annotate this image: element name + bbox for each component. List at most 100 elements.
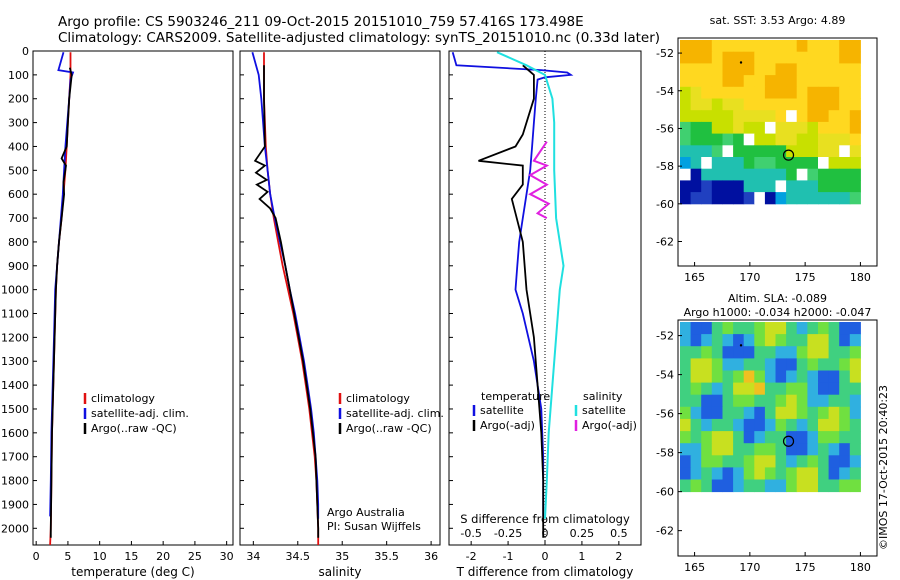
sst-field-cell xyxy=(711,168,723,181)
sst-field-cell xyxy=(754,180,766,193)
x-tick-label: -1 xyxy=(503,550,514,563)
sla-field-cell xyxy=(722,358,734,371)
sla-field-cell xyxy=(701,406,713,420)
sst-field-cell xyxy=(680,145,692,158)
sla-field-cell xyxy=(722,455,734,468)
sla-field-cell xyxy=(807,358,819,371)
sst-map-frame xyxy=(677,37,878,267)
sst-field-cell xyxy=(701,86,713,99)
y-tick-label: 500 xyxy=(8,164,29,177)
sst-field-cell xyxy=(796,180,808,193)
sst-field-cell xyxy=(786,110,798,123)
sst-field-cell xyxy=(701,110,713,123)
sla-field-cell xyxy=(849,443,861,456)
sst-field-cell xyxy=(796,168,808,181)
sst-field-cell xyxy=(754,63,766,76)
sla-field-cell xyxy=(796,382,808,396)
sla-field-cell xyxy=(743,479,755,493)
sst-field-cell xyxy=(786,63,798,76)
sla-field-cell xyxy=(754,455,766,468)
top-x-tick-label: 0.25 xyxy=(570,527,595,540)
sst-field-cell xyxy=(722,51,734,64)
sst-field-cell xyxy=(828,180,840,193)
sst-field-cell xyxy=(690,75,702,88)
sla-field-cell xyxy=(754,358,766,371)
map-y-tick-label: -52 xyxy=(656,330,674,343)
sst-field-cell xyxy=(680,133,692,146)
sst-field-cell xyxy=(775,86,787,99)
sst-field-cell xyxy=(743,192,755,205)
sla-field-cell xyxy=(796,443,808,456)
sla-field-cell xyxy=(743,455,755,468)
sla-field-cell xyxy=(818,346,830,359)
sst-field-cell xyxy=(754,157,766,170)
sla-field-cell xyxy=(722,406,734,420)
sst-field-cell xyxy=(828,168,840,181)
sla-field-cell xyxy=(764,346,776,359)
sla-field-cell xyxy=(839,346,851,359)
sla-field-cell xyxy=(733,346,745,359)
sst-field-cell xyxy=(711,121,723,135)
sla-field-cell xyxy=(807,322,819,335)
sla-field-cell xyxy=(818,358,830,371)
sla-field-cell xyxy=(743,443,755,456)
sla-field-cell xyxy=(701,418,713,432)
sst-field-cell xyxy=(733,180,745,193)
sst-field-cell xyxy=(839,63,851,76)
sla-field-cell xyxy=(764,334,776,347)
sla-field-cell xyxy=(775,443,787,456)
sst-field-cell xyxy=(764,63,776,76)
sla-field-cell xyxy=(680,394,692,408)
sla-field-cell xyxy=(701,370,713,384)
sla-field-cell xyxy=(743,370,755,384)
legend-entry: Argo(-adj) xyxy=(582,419,637,432)
sla-field-cell xyxy=(733,358,745,371)
sla-field-cell xyxy=(733,467,745,480)
sla-field-cell xyxy=(764,382,776,396)
annotation-argo-australia: Argo Australia xyxy=(327,506,405,519)
sst-field-cell xyxy=(764,180,776,193)
y-tick-label: 1900 xyxy=(1,498,29,511)
sla-field-cell xyxy=(764,467,776,480)
sla-field-cell xyxy=(807,443,819,456)
sla-field-cell xyxy=(701,394,713,408)
sst-field-cell xyxy=(775,192,787,205)
sla-field-cell xyxy=(849,382,861,396)
sla-field-cell xyxy=(680,322,692,335)
sst-field-cell xyxy=(807,133,819,146)
sla-field-cell xyxy=(828,382,840,396)
sla-field-cell xyxy=(711,443,723,456)
sst-field-cell xyxy=(818,157,830,170)
sla-field-cell xyxy=(839,479,851,493)
sst-field xyxy=(680,40,861,205)
sst-field-cell xyxy=(796,63,808,76)
sla-field-cell xyxy=(764,370,776,384)
sla-field-cell xyxy=(828,406,840,420)
sla-field-cell xyxy=(839,334,851,347)
sst-field-cell xyxy=(764,145,776,158)
sst-field-cell xyxy=(690,168,702,181)
sla-field-cell xyxy=(839,431,851,444)
sla-field-cell xyxy=(796,358,808,371)
legend-header: salinity xyxy=(583,390,623,403)
sla-field-cell xyxy=(786,394,798,408)
x-tick-label: -2 xyxy=(466,550,477,563)
sst-field-cell xyxy=(680,168,692,181)
sla-field-cell xyxy=(764,394,776,408)
sla-field-cell xyxy=(690,418,702,432)
sla-field-cell xyxy=(711,382,723,396)
sst-field-cell xyxy=(680,40,692,53)
sla-field-cell xyxy=(754,467,766,480)
sla-field-cell xyxy=(775,322,787,335)
legend-entry: satellite xyxy=(582,404,626,417)
sst-field-cell xyxy=(828,192,840,205)
sst-field-cell xyxy=(754,98,766,111)
map-x-tick-label: 170 xyxy=(739,561,760,574)
sla-field-cell xyxy=(743,467,755,480)
y-tick-label: 1200 xyxy=(1,331,29,344)
profile-title: Argo profile: CS 5903246_211 09-Oct-2015… xyxy=(58,14,584,30)
sst-field-cell xyxy=(818,63,830,76)
sla-field-cell xyxy=(722,346,734,359)
map-y-tick-label: -62 xyxy=(656,236,674,249)
legend-header: temperature xyxy=(481,390,550,403)
